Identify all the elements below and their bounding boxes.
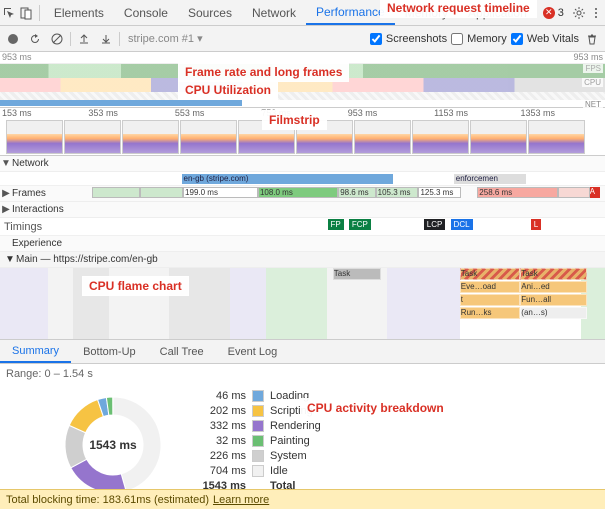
flame-task[interactable]: Eve…oad [460, 281, 521, 293]
summary-tabs: SummaryBottom-UpCall TreeEvent Log [0, 340, 605, 364]
summary-body: 1543 ms 46 msLoading 202 msScripting 332 m… [0, 384, 605, 506]
timing-l[interactable]: L [531, 219, 541, 230]
frame-bar[interactable] [92, 187, 140, 198]
timings-label: Timings [0, 221, 42, 233]
frame-bar[interactable] [140, 187, 183, 198]
flame-task[interactable]: Task [460, 268, 521, 280]
flame-task[interactable]: (an…s) [520, 307, 587, 319]
timings-row[interactable]: Timings FP FCP LCP DCL L [0, 218, 605, 236]
filmstrip-frame[interactable] [238, 120, 295, 154]
perf-toolbar: stripe.com #1 ▾ Screenshots Memory Web V… [0, 26, 605, 52]
summary-tab-summary[interactable]: Summary [0, 340, 71, 363]
timing-lcp[interactable]: LCP [424, 219, 446, 230]
experience-header[interactable]: Experience [0, 236, 605, 252]
panel-tabs: ElementsConsoleSourcesNetworkPerformance… [44, 0, 537, 25]
error-count[interactable]: ✕3 [537, 7, 570, 19]
filmstrip-frame[interactable] [122, 120, 179, 154]
save-profile-button[interactable] [97, 30, 115, 48]
breakdown-legend: 46 msLoading 202 msScripting 332 msRenderi… [188, 390, 321, 500]
frame-bar[interactable]: 199.0 ms [183, 187, 258, 198]
legend-row: 704 msIdle [188, 465, 321, 477]
tab-network[interactable]: Network [242, 0, 306, 25]
error-number: 3 [558, 7, 564, 19]
legend-row: 46 msLoading [188, 390, 321, 402]
devtools-topbar: ElementsConsoleSourcesNetworkPerformance… [0, 0, 605, 26]
blocking-time-footer: Total blocking time: 183.61ms (estimated… [0, 489, 605, 509]
overview-cpu-lane: CPU [0, 78, 605, 92]
filmstrip-frame[interactable] [528, 120, 585, 154]
filmstrip-frame[interactable] [470, 120, 527, 154]
device-icon[interactable] [18, 2, 36, 24]
reload-record-button[interactable] [26, 30, 44, 48]
tab-sources[interactable]: Sources [178, 0, 242, 25]
overview-net-lane: NET [0, 100, 605, 106]
legend-row: 202 msScripting [188, 405, 321, 417]
gear-icon[interactable] [570, 2, 588, 24]
main-thread-header[interactable]: ▼Main — https://stripe.com/en-gb [0, 252, 605, 268]
filmstrip[interactable]: 153 ms353 ms553 ms753 ms953 ms1153 ms135… [0, 108, 605, 156]
flame-task[interactable]: Ani…ed [520, 281, 587, 293]
filmstrip-frame[interactable] [412, 120, 469, 154]
frame-bar[interactable]: 108.0 ms [258, 187, 338, 198]
annotation-breakdown: CPU activity breakdown [300, 398, 451, 418]
tab-performance[interactable]: Performance [306, 0, 395, 25]
network-header[interactable]: ▼Network Network request timeline [0, 156, 605, 172]
summary-tab-event-log[interactable]: Event Log [216, 340, 290, 363]
frame-bar[interactable]: 258.6 ms [477, 187, 557, 198]
record-button[interactable] [4, 30, 22, 48]
network-request[interactable]: en-gb (stripe.com) [182, 174, 394, 184]
tab-elements[interactable]: Elements [44, 0, 114, 25]
flame-task[interactable]: Task [520, 268, 587, 280]
timing-dcl[interactable]: DCL [451, 219, 473, 230]
tab-application[interactable]: Application [458, 0, 537, 25]
flame-task[interactable]: t [460, 294, 521, 306]
overview-fps-lane: FPS [0, 64, 605, 78]
frame-bar[interactable]: 125.3 ms [418, 187, 461, 198]
network-request[interactable]: enforcemen [454, 174, 527, 184]
trash-icon[interactable] [583, 30, 601, 48]
flame-task[interactable]: Fun…all [520, 294, 587, 306]
tab-console[interactable]: Console [114, 0, 178, 25]
flame-task[interactable]: Task [333, 268, 381, 280]
recording-label[interactable]: stripe.com #1 ▾ [124, 32, 366, 45]
clear-button[interactable] [48, 30, 66, 48]
learn-more-link[interactable]: Learn more [213, 494, 269, 506]
summary-tab-bottom-up[interactable]: Bottom-Up [71, 340, 148, 363]
overview[interactable]: 953 ms953 ms FPS CPU NET Frame rate and … [0, 52, 605, 108]
legend-row: 32 msPainting [188, 435, 321, 447]
activity-donut: 1543 ms [58, 390, 168, 500]
range-label: Range: 0 – 1.54 s [0, 364, 605, 384]
filmstrip-frame[interactable] [354, 120, 411, 154]
flame-chart[interactable]: CPU flame chart TaskTaskEve…oadtRun…ksTa… [0, 268, 605, 340]
filmstrip-frame[interactable] [180, 120, 237, 154]
interactions-header[interactable]: ▶Interactions [0, 202, 605, 218]
frame-bar[interactable]: 105.3 ms [376, 187, 419, 198]
frame-bar[interactable] [558, 187, 590, 198]
flame-task[interactable]: Run…ks [460, 307, 521, 319]
legend-row: 332 msRendering [188, 420, 321, 432]
network-row[interactable]: en-gb (stripe.com) enforcemen [0, 172, 605, 186]
kebab-icon[interactable] [587, 2, 605, 24]
filmstrip-frame[interactable] [64, 120, 121, 154]
overview-heap-lane [0, 92, 605, 100]
timing-fcp[interactable]: FCP [349, 219, 371, 230]
screenshots-checkbox[interactable]: Screenshots [370, 33, 447, 45]
frame-bar[interactable]: 98.6 ms [338, 187, 375, 198]
filmstrip-frame[interactable] [6, 120, 63, 154]
load-profile-button[interactable] [75, 30, 93, 48]
web-vitals-checkbox[interactable]: Web Vitals [511, 33, 579, 45]
legend-row: 226 msSystem [188, 450, 321, 462]
filmstrip-frame[interactable] [296, 120, 353, 154]
tab-memory[interactable]: Memory [395, 0, 458, 25]
inspect-icon[interactable] [0, 2, 18, 24]
timing-fp[interactable]: FP [328, 219, 344, 230]
summary-tab-call-tree[interactable]: Call Tree [148, 340, 216, 363]
frames-header[interactable]: ▶Frames 199.0 ms108.0 ms98.6 ms105.3 ms1… [0, 186, 605, 202]
memory-checkbox[interactable]: Memory [451, 33, 507, 45]
donut-total: 1543 ms [89, 438, 136, 452]
